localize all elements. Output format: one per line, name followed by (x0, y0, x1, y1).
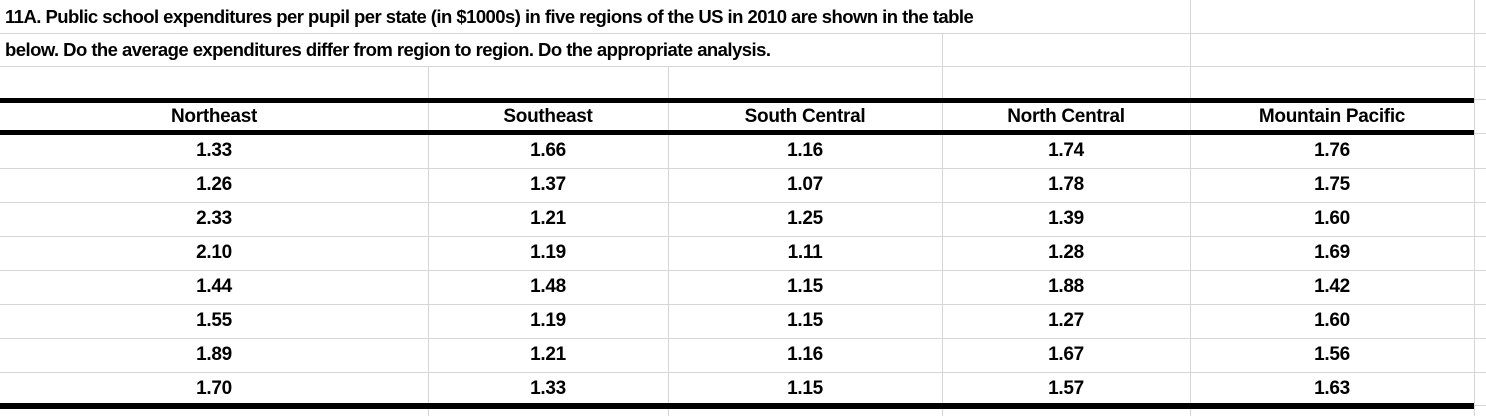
gridline (0, 33, 1486, 34)
title-line-2[interactable]: below. Do the average expenditures diffe… (5, 38, 771, 60)
header-bottom-border (0, 130, 1474, 135)
gridline (0, 202, 1486, 203)
title-line-1[interactable]: 11A. Public school expenditures per pupi… (5, 5, 974, 27)
gridline (1190, 0, 1191, 416)
table-cell[interactable]: 1.15 (787, 276, 823, 297)
table-cell[interactable]: 1.11 (787, 242, 823, 263)
header-cell[interactable]: South Central (744, 106, 866, 127)
gridline (1474, 0, 1475, 416)
table-cell[interactable]: 1.70 (196, 378, 232, 399)
table-cell[interactable]: 1.55 (196, 310, 232, 331)
table-cell[interactable]: 1.57 (1048, 378, 1084, 399)
table-cell[interactable]: 1.33 (196, 140, 232, 161)
gridline (428, 66, 429, 416)
table-cell[interactable]: 1.76 (1314, 140, 1350, 161)
table-cell[interactable]: 1.69 (1314, 242, 1350, 263)
table-cell[interactable]: 1.15 (787, 310, 823, 331)
gridline (0, 338, 1486, 339)
table-cell[interactable]: 1.89 (196, 344, 232, 365)
gridline (0, 236, 1486, 237)
table-cell[interactable]: 2.33 (196, 208, 232, 229)
table-cell[interactable]: 1.07 (787, 174, 823, 195)
header-cell[interactable]: Mountain Pacific (1258, 106, 1406, 127)
table-cell[interactable]: 1.19 (530, 310, 566, 331)
gridline (0, 270, 1486, 271)
gridline (0, 168, 1486, 169)
table-bottom-border (0, 403, 1474, 409)
table-cell[interactable]: 1.16 (787, 344, 823, 365)
gridline (0, 66, 1486, 67)
table-cell[interactable]: 1.56 (1314, 344, 1350, 365)
table-cell[interactable]: 1.75 (1314, 174, 1350, 195)
table-cell[interactable]: 1.42 (1314, 276, 1350, 297)
table-cell[interactable]: 1.21 (530, 344, 566, 365)
table-cell[interactable]: 1.33 (530, 378, 566, 399)
gridline (1474, 405, 1486, 406)
header-top-border (0, 98, 1474, 103)
table-cell[interactable]: 1.15 (787, 378, 823, 399)
gridline (0, 304, 1486, 305)
table-cell[interactable]: 1.28 (1048, 242, 1084, 263)
table-cell[interactable]: 1.44 (196, 276, 232, 297)
table-cell[interactable]: 1.60 (1314, 310, 1350, 331)
table-cell[interactable]: 1.63 (1314, 378, 1350, 399)
table-cell[interactable]: 1.60 (1314, 208, 1350, 229)
table-cell[interactable]: 1.74 (1048, 140, 1084, 161)
table-cell[interactable]: 1.16 (787, 140, 823, 161)
header-cell[interactable]: North Central (1007, 106, 1125, 127)
table-cell[interactable]: 1.88 (1048, 276, 1084, 297)
gridline (1474, 133, 1486, 134)
gridline (942, 33, 943, 416)
table-cell[interactable]: 1.37 (530, 174, 566, 195)
header-cell[interactable]: Northeast (171, 106, 257, 127)
gridline (0, 372, 1486, 373)
table-cell[interactable]: 2.10 (196, 242, 232, 263)
table-cell[interactable]: 1.39 (1048, 208, 1084, 229)
gridline (1474, 99, 1486, 100)
table-cell[interactable]: 1.26 (196, 174, 232, 195)
table-cell[interactable]: 1.66 (530, 140, 566, 161)
gridline (668, 66, 669, 416)
table-cell[interactable]: 1.19 (530, 242, 566, 263)
table-cell[interactable]: 1.21 (530, 208, 566, 229)
table-cell[interactable]: 1.27 (1048, 310, 1084, 331)
table-cell[interactable]: 1.78 (1048, 174, 1084, 195)
header-cell[interactable]: Southeast (503, 106, 593, 127)
table-cell[interactable]: 1.25 (787, 208, 823, 229)
table-cell[interactable]: 1.67 (1048, 344, 1084, 365)
table-cell[interactable]: 1.48 (530, 276, 566, 297)
